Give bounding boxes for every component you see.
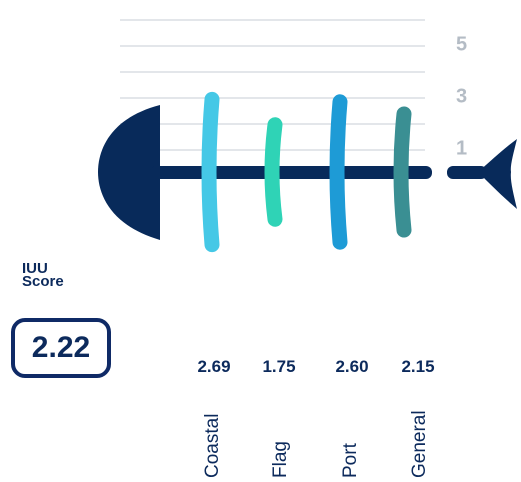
fish-tail-stem bbox=[447, 166, 487, 179]
score-label: IUU Score bbox=[22, 260, 64, 290]
value-label-coastal: 2.69 bbox=[197, 357, 231, 376]
category-label-coastal: Coastal bbox=[202, 413, 223, 478]
value-label-port: 2.60 bbox=[335, 357, 369, 376]
category-label-port: Port bbox=[340, 443, 361, 478]
bar-general bbox=[393, 106, 412, 238]
y-tick-label: 5 bbox=[456, 33, 467, 55]
fish-skeleton bbox=[98, 105, 517, 240]
fish-head bbox=[98, 105, 160, 240]
value-label-flag: 1.75 bbox=[262, 357, 296, 376]
score-label-line1: IUU bbox=[22, 260, 48, 277]
category-label-general: General bbox=[409, 410, 430, 478]
bars bbox=[201, 91, 412, 253]
bar-coastal bbox=[201, 91, 220, 253]
value-label-general: 2.15 bbox=[401, 357, 435, 376]
gridlines bbox=[120, 19, 425, 151]
score-label-line2: Score bbox=[22, 273, 64, 290]
y-tick-label: 1 bbox=[456, 137, 467, 159]
score-value: 2.22 bbox=[31, 331, 91, 364]
fish-spine bbox=[150, 166, 432, 179]
score-value-box: 2.22 bbox=[11, 318, 111, 378]
y-tick-labels: 1 3 5 bbox=[456, 33, 467, 159]
bar-flag bbox=[264, 117, 283, 227]
fish-tail-fin bbox=[478, 139, 517, 209]
bar-port bbox=[329, 94, 348, 250]
category-label-flag: Flag bbox=[270, 441, 291, 478]
y-tick-label: 3 bbox=[456, 85, 467, 107]
